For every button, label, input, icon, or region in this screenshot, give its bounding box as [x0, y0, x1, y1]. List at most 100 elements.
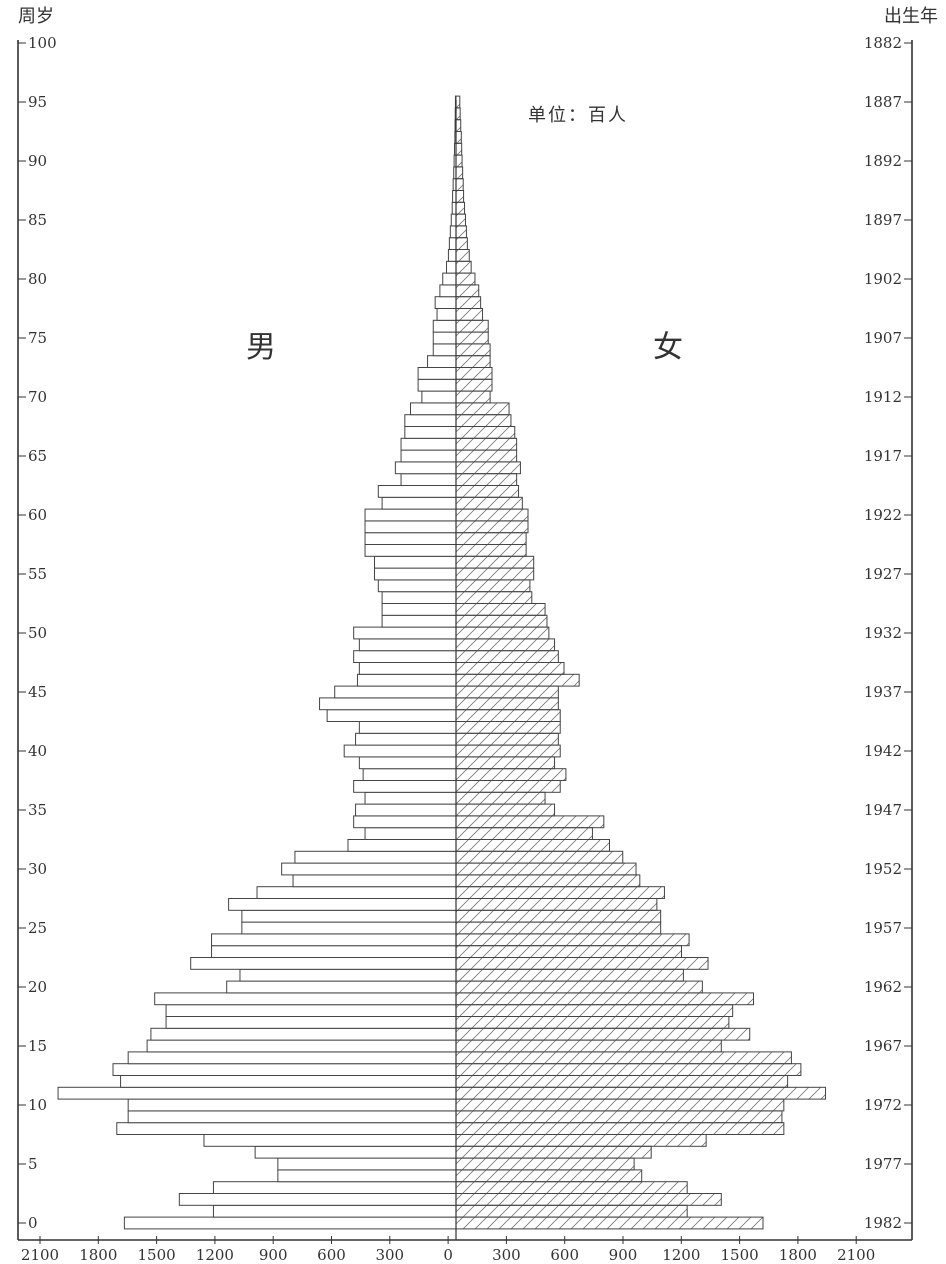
female-bar-age-22 [455, 957, 709, 970]
x-axis-ticks: 2100 1800 1500 1200 900 600 300 0 300 600 900 1200 1… [21, 1236, 875, 1264]
male-bar-age-16 [150, 1027, 457, 1041]
female-bar-age-83 [455, 237, 468, 250]
age-tick-label: 75 [28, 329, 47, 347]
male-bar-age-67 [404, 426, 457, 439]
female-bar-age-42 [455, 721, 561, 734]
male-bar-age-13 [112, 1063, 457, 1076]
year-tick-label: 1967 [864, 1037, 902, 1055]
right-axis-title: 出生年 [884, 6, 938, 27]
age-tick-label: 90 [28, 152, 47, 170]
female-bar-age-30 [455, 862, 637, 876]
female-bar-age-89 [455, 166, 464, 180]
female-bar-age-52 [455, 603, 546, 616]
year-tick-label: 1902 [864, 270, 902, 288]
female-bar-age-35 [455, 803, 556, 817]
male-bar-age-76 [432, 319, 457, 333]
year-tick-label: 1922 [864, 506, 902, 524]
male-bar-age-2 [178, 1193, 457, 1206]
male-bar-age-78 [434, 296, 457, 310]
female-bar-age-37 [455, 780, 561, 793]
female-bar-age-11 [455, 1086, 827, 1100]
year-tick-label: 1947 [864, 801, 902, 819]
male-bar-age-19 [154, 992, 457, 1006]
age-tick-label: 40 [28, 742, 47, 760]
male-bar-age-0 [123, 1216, 457, 1230]
female-bar-age-34 [455, 815, 605, 829]
female-bar-age-84 [455, 225, 467, 239]
male-bar-age-83 [448, 237, 457, 250]
year-tick-label: 1882 [864, 34, 902, 52]
x-tick-label: 600 [550, 1246, 579, 1264]
x-tick-label: 300 [492, 1246, 521, 1264]
female-bar-age-92 [455, 131, 462, 144]
age-tick-label: 85 [28, 211, 47, 229]
male-bar-age-47 [358, 662, 457, 675]
male-bar-age-35 [355, 803, 457, 817]
female-bar-age-7 [455, 1134, 707, 1147]
male-bar-age-77 [436, 308, 457, 321]
female-bar-age-82 [455, 249, 470, 262]
female-bar-age-31 [455, 850, 624, 864]
female-label: 女 [653, 330, 683, 365]
year-tick-label: 1977 [864, 1155, 902, 1173]
male-bar-age-5 [277, 1157, 457, 1171]
age-tick-label: 60 [28, 506, 47, 524]
female-bar-age-61 [455, 496, 523, 510]
female-bar-age-39 [455, 756, 556, 770]
year-tick-label: 1972 [864, 1096, 902, 1114]
female-bar-age-16 [455, 1027, 751, 1041]
female-bar-age-75 [455, 331, 489, 345]
female-bar-age-26 [455, 909, 662, 923]
male-bar-age-44 [319, 697, 457, 711]
female-bar-age-1 [455, 1204, 688, 1218]
male-bar-age-28 [256, 886, 457, 900]
x-tick-label: 1800 [779, 1246, 817, 1264]
female-bar-age-21 [455, 968, 684, 982]
female-bar-age-10 [455, 1098, 785, 1112]
male-bar-age-37 [353, 780, 457, 793]
male-bar-age-75 [432, 331, 457, 345]
female-bar-age-64 [455, 461, 521, 475]
male-bar-age-55 [374, 567, 457, 581]
male-bar-age-7 [203, 1134, 457, 1147]
age-tick-label: 0 [28, 1214, 38, 1232]
age-tick-label: 50 [28, 624, 47, 642]
male-bar-age-60 [364, 508, 457, 522]
age-tick-label: 15 [28, 1037, 47, 1055]
male-bar-age-43 [326, 709, 457, 723]
female-bar-age-63 [455, 473, 518, 487]
male-bar-age-48 [353, 650, 457, 664]
male-bar-age-65 [400, 449, 457, 463]
birth-year-axis-ticks: 1882 1887 1892 1897 1902 1907 1912 1917 1922 1927… [864, 34, 912, 1232]
female-bar-age-9 [455, 1110, 783, 1124]
age-tick-label: 5 [28, 1155, 38, 1173]
male-bar-age-20 [226, 980, 457, 994]
year-tick-label: 1982 [864, 1214, 902, 1232]
female-bar-age-54 [455, 579, 531, 593]
female-bar-age-49 [455, 638, 556, 652]
left-axis-title: 周岁 [18, 6, 54, 27]
female-bar-age-93 [455, 119, 462, 132]
female-bar-age-2 [455, 1193, 722, 1206]
male-bar-age-69 [410, 402, 457, 416]
age-tick-label: 55 [28, 565, 47, 583]
female-bar-age-25 [455, 921, 662, 935]
female-bar-age-29 [455, 874, 641, 888]
female-bar-age-59 [455, 520, 529, 534]
male-bar-age-14 [127, 1051, 457, 1065]
age-axis-ticks: 1009590858075706560555045403530252015105… [18, 34, 57, 1232]
male-bar-age-72 [417, 367, 457, 380]
male-bar-age-57 [364, 544, 457, 557]
male-bar-age-63 [400, 473, 457, 487]
male-bar-age-85 [450, 213, 457, 227]
year-tick-label: 1962 [864, 978, 902, 996]
year-tick-label: 1957 [864, 919, 902, 937]
male-bar-age-29 [292, 874, 457, 888]
female-bar-age-38 [455, 768, 567, 782]
male-bar-age-12 [120, 1075, 457, 1088]
male-bar-age-36 [364, 791, 457, 805]
age-tick-label: 35 [28, 801, 47, 819]
female-bar-age-33 [455, 827, 593, 841]
male-bar-age-81 [446, 260, 457, 274]
